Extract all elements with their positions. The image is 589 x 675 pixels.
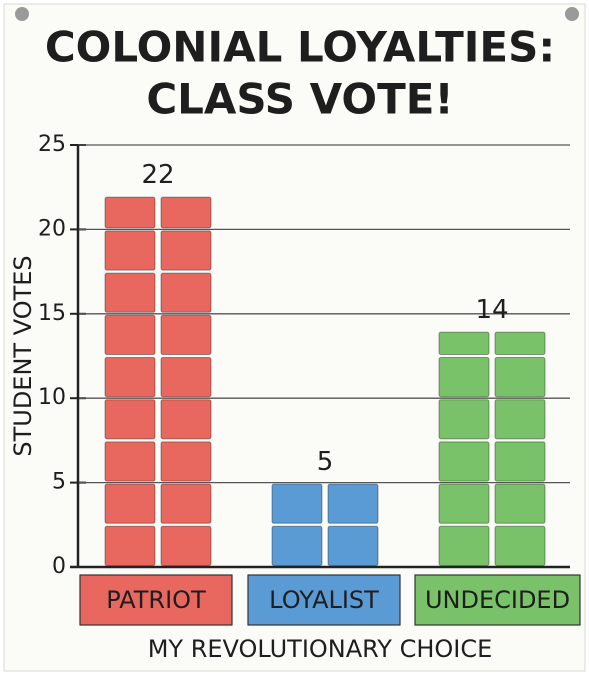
bar-block (104, 483, 156, 524)
bar-block (160, 230, 212, 271)
value-label: 22 (141, 160, 174, 190)
bar-block (160, 357, 212, 398)
bar-block (494, 399, 546, 440)
bar (271, 483, 379, 566)
value-label: 5 (317, 447, 334, 477)
bar (104, 196, 212, 566)
bar-block (438, 331, 490, 355)
y-tick-label: 10 (38, 385, 66, 410)
y-axis-label: STUDENT VOTES (9, 255, 37, 456)
bar-block (438, 441, 490, 482)
bar-block (494, 331, 546, 355)
bar-block (438, 525, 490, 566)
y-tick-label: 20 (38, 216, 66, 241)
chart-title: COLONIAL LOYALTIES: (45, 23, 555, 72)
bar-block (104, 196, 156, 229)
x-tick-label: PATRIOT (106, 586, 206, 614)
bar-block (438, 357, 490, 398)
bar-block (271, 483, 323, 524)
bar-block (104, 357, 156, 398)
x-axis-label: MY REVOLUTIONARY CHOICE (148, 635, 493, 663)
bar-block (327, 525, 379, 566)
bar-block (104, 272, 156, 313)
bar-block (160, 441, 212, 482)
bar-block (160, 272, 212, 313)
x-tick-label: UNDECIDED (425, 586, 570, 614)
bar-block (104, 525, 156, 566)
x-tick-label: LOYALIST (269, 586, 379, 614)
bar-block (160, 196, 212, 229)
bar-block (104, 441, 156, 482)
bar-block (160, 525, 212, 566)
y-tick-label: 15 (38, 301, 66, 326)
bar-block (438, 399, 490, 440)
chart-title: CLASS VOTE! (146, 75, 453, 124)
category-box (79, 574, 233, 626)
bar-block (327, 483, 379, 524)
y-tick-label: 5 (52, 470, 66, 495)
bar-block (104, 314, 156, 355)
pin (565, 7, 579, 21)
bar-block (494, 483, 546, 524)
bar-block (104, 230, 156, 271)
bar-block (160, 314, 212, 355)
bar-block (271, 525, 323, 566)
bar-block (160, 399, 212, 440)
bar-block (494, 441, 546, 482)
pin (15, 7, 29, 21)
bar-block (104, 399, 156, 440)
bar-block (494, 525, 546, 566)
category-box (247, 574, 401, 626)
y-tick-label: 0 (52, 554, 66, 579)
bar-block (438, 483, 490, 524)
category-box (414, 574, 581, 626)
bar-block (494, 357, 546, 398)
bar (438, 331, 546, 566)
y-tick-label: 25 (38, 132, 66, 157)
bar-block (160, 483, 212, 524)
value-label: 14 (475, 295, 508, 325)
